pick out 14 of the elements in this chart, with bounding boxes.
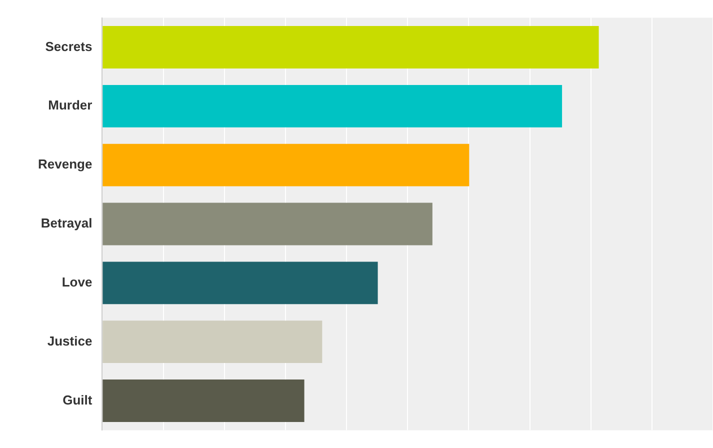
y-tick-label: Murder [48, 98, 92, 113]
bar [102, 380, 304, 422]
y-tick-label: Secrets [45, 38, 92, 54]
bar [102, 262, 378, 304]
y-tick-label: Justice [47, 333, 92, 348]
y-tick-label: Betrayal [40, 216, 92, 231]
bar [102, 202, 432, 246]
y-tick-label: Love [62, 274, 92, 290]
bar [102, 26, 599, 68]
bar [102, 320, 322, 364]
y-tick-label: Guilt [62, 392, 93, 408]
bar [102, 144, 470, 186]
y-tick-label: Revenge [38, 156, 92, 172]
bar [102, 84, 562, 128]
